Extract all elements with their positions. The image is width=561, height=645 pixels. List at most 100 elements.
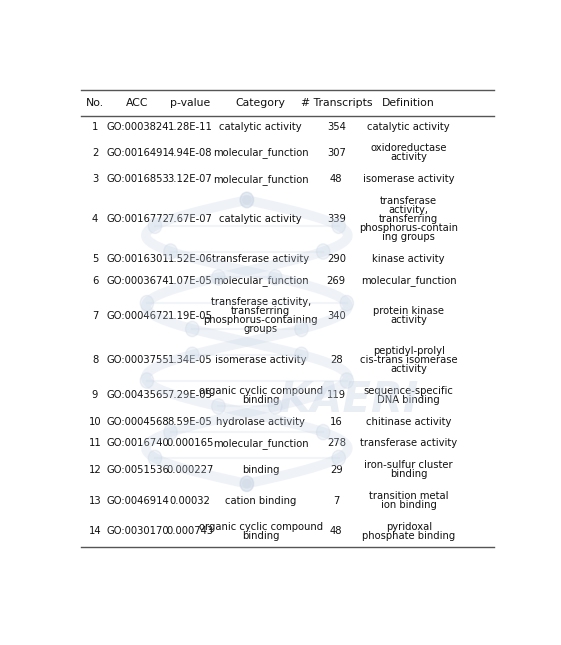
Text: 307: 307 (327, 148, 346, 158)
Text: ACC: ACC (126, 98, 149, 108)
Text: GO:0016491: GO:0016491 (106, 148, 169, 158)
Text: ion binding: ion binding (381, 500, 436, 510)
Text: GO:0046914: GO:0046914 (106, 495, 169, 506)
Text: 1.07E-05: 1.07E-05 (167, 275, 212, 286)
Text: 48: 48 (330, 174, 343, 184)
Circle shape (211, 399, 225, 414)
Circle shape (316, 244, 330, 259)
Text: 14: 14 (89, 526, 102, 537)
Text: phosphorus-contain: phosphorus-contain (359, 223, 458, 233)
Text: 1.34E-05: 1.34E-05 (168, 355, 212, 365)
Text: binding: binding (242, 465, 279, 475)
Circle shape (340, 373, 353, 388)
Text: kinase activity: kinase activity (373, 253, 445, 264)
Text: GO:0043565: GO:0043565 (106, 390, 169, 401)
Circle shape (186, 321, 199, 337)
Text: 4: 4 (92, 214, 98, 224)
Text: binding: binding (390, 469, 427, 479)
Text: pyridoxal: pyridoxal (385, 522, 432, 532)
Text: 7: 7 (92, 311, 98, 321)
Circle shape (240, 192, 254, 208)
Text: protein kinase: protein kinase (373, 306, 444, 316)
Text: GO:0051536: GO:0051536 (106, 465, 169, 475)
Circle shape (340, 295, 353, 311)
Circle shape (164, 244, 177, 259)
Text: 339: 339 (327, 214, 346, 224)
Text: Definition: Definition (383, 98, 435, 108)
Circle shape (140, 373, 154, 388)
Circle shape (240, 192, 254, 208)
Text: 290: 290 (327, 253, 346, 264)
Text: # Transcripts: # Transcripts (301, 98, 372, 108)
Text: 7: 7 (333, 495, 339, 506)
Text: hydrolase activity: hydrolase activity (216, 417, 305, 426)
Circle shape (186, 347, 199, 362)
Circle shape (316, 424, 330, 440)
Text: isomerase activity: isomerase activity (215, 355, 306, 365)
Text: 1.19E-05: 1.19E-05 (167, 311, 212, 321)
Text: cis-trans isomerase: cis-trans isomerase (360, 355, 458, 365)
Text: iron-sulfur cluster: iron-sulfur cluster (365, 461, 453, 470)
Text: 13: 13 (89, 495, 102, 506)
Text: catalytic activity: catalytic activity (219, 214, 302, 224)
Text: GO:0004568: GO:0004568 (106, 417, 169, 426)
Text: activity: activity (390, 315, 427, 325)
Text: 8.59E-05: 8.59E-05 (167, 417, 212, 426)
Circle shape (332, 450, 346, 466)
Circle shape (240, 476, 254, 491)
Text: 5: 5 (92, 253, 98, 264)
Text: organic cyclic compound: organic cyclic compound (199, 386, 323, 396)
Text: phosphate binding: phosphate binding (362, 531, 456, 541)
Circle shape (295, 321, 308, 337)
Text: DNA binding: DNA binding (378, 395, 440, 404)
Text: 4.94E-08: 4.94E-08 (168, 148, 212, 158)
Text: GO:0016740: GO:0016740 (106, 439, 169, 448)
Text: GO:0016853: GO:0016853 (106, 174, 169, 184)
Text: transferase activity: transferase activity (212, 253, 309, 264)
Circle shape (332, 218, 346, 233)
Text: molecular_function: molecular_function (213, 438, 309, 449)
Circle shape (269, 270, 282, 285)
Text: catalytic activity: catalytic activity (367, 121, 450, 132)
Text: transferring: transferring (231, 306, 290, 316)
Text: 0.000743: 0.000743 (166, 526, 213, 537)
Text: 12: 12 (89, 465, 102, 475)
Text: 340: 340 (327, 311, 346, 321)
Text: molecular_function: molecular_function (213, 148, 309, 158)
Text: GO:0016772: GO:0016772 (106, 214, 169, 224)
Text: 1.28E-11: 1.28E-11 (167, 121, 212, 132)
Text: groups: groups (243, 324, 278, 334)
Text: molecular_function: molecular_function (213, 275, 309, 286)
Text: KAERI: KAERI (278, 379, 418, 421)
Text: 10: 10 (89, 417, 102, 426)
Text: 0.00032: 0.00032 (169, 495, 210, 506)
Text: 7.29E-05: 7.29E-05 (167, 390, 212, 401)
Text: No.: No. (86, 98, 104, 108)
Text: cation binding: cation binding (225, 495, 296, 506)
Text: 1: 1 (92, 121, 98, 132)
Text: GO:0003674: GO:0003674 (106, 275, 169, 286)
Text: 3: 3 (92, 174, 98, 184)
Text: activity,: activity, (389, 205, 429, 215)
Circle shape (240, 476, 254, 491)
Text: GO:0016301: GO:0016301 (106, 253, 169, 264)
Text: activity: activity (390, 152, 427, 163)
Text: GO:0003824: GO:0003824 (107, 121, 169, 132)
Text: transferase: transferase (380, 196, 438, 206)
Text: p-value: p-value (170, 98, 210, 108)
Text: oxidoreductase: oxidoreductase (370, 143, 447, 154)
Text: 29: 29 (330, 465, 343, 475)
Circle shape (269, 399, 282, 414)
Text: binding: binding (242, 395, 279, 404)
Text: 7.67E-07: 7.67E-07 (167, 214, 212, 224)
Text: 1.52E-06: 1.52E-06 (167, 253, 212, 264)
Circle shape (164, 424, 177, 440)
Text: chitinase activity: chitinase activity (366, 417, 452, 426)
Text: 11: 11 (89, 439, 102, 448)
Text: ing groups: ing groups (382, 232, 435, 242)
Text: organic cyclic compound: organic cyclic compound (199, 522, 323, 532)
Text: 354: 354 (327, 121, 346, 132)
Circle shape (295, 347, 308, 362)
Text: transferase activity,: transferase activity, (210, 297, 311, 308)
Text: 0.000165: 0.000165 (166, 439, 214, 448)
